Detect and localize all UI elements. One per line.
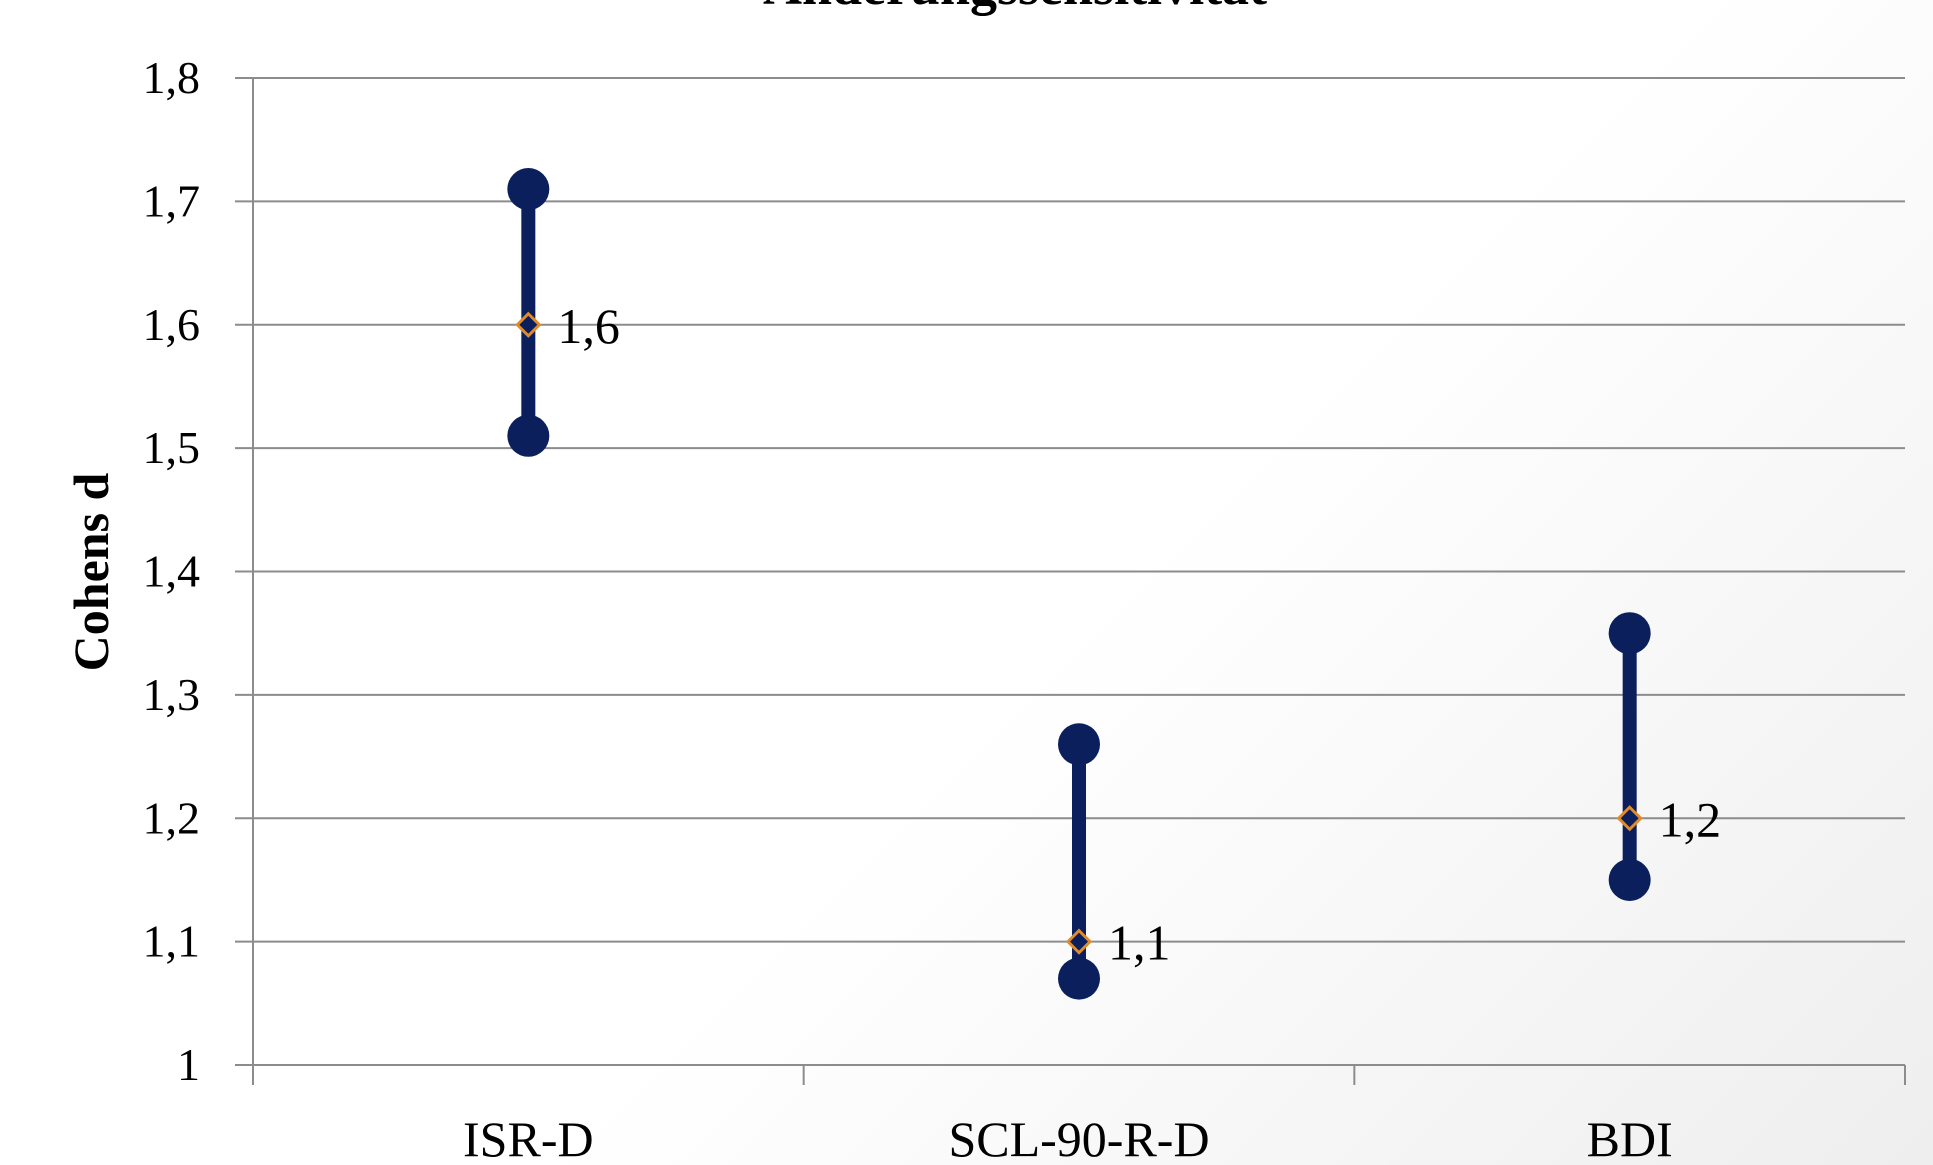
range-item: 1,6 [507, 168, 620, 457]
chart-title: Änderungssensitivität [763, 0, 1267, 16]
data-label: 1,6 [557, 298, 620, 354]
high-marker [507, 168, 550, 211]
y-tick-labels: 1 1,1 1,2 1,3 1,4 1,5 1,6 1,7 1,8 [143, 52, 201, 1090]
x-tick-label: BDI [1587, 1111, 1673, 1165]
y-tick-label: 1,5 [143, 422, 201, 473]
range-item: 1,1 [1058, 723, 1171, 1000]
x-tick-label: ISR-D [463, 1111, 594, 1165]
low-marker [1608, 858, 1651, 901]
y-tick-label: 1,7 [143, 175, 201, 226]
data-label: 1,2 [1659, 791, 1722, 847]
mid-marker [515, 311, 542, 338]
y-tick-label: 1 [177, 1039, 200, 1090]
mid-marker [1616, 805, 1643, 832]
mid-marker [1065, 928, 1093, 955]
low-marker [507, 414, 550, 457]
low-marker [1058, 957, 1100, 1000]
y-tick-label: 1,3 [143, 669, 201, 720]
range-series: 1,6 1,1 1,2 [507, 168, 1721, 1000]
y-tick-label: 1,1 [143, 916, 201, 967]
y-axis-label: Cohens d [63, 472, 119, 671]
high-marker [1058, 723, 1100, 766]
high-marker [1608, 612, 1651, 655]
y-tick-label: 1,4 [143, 546, 201, 597]
range-item: 1,2 [1608, 612, 1722, 901]
data-label: 1,1 [1108, 915, 1171, 971]
y-tick-label: 1,8 [143, 52, 201, 103]
y-tick-label: 1,6 [143, 299, 201, 350]
y-tick-label: 1,2 [143, 792, 201, 843]
x-tick-label: SCL-90-R-D [948, 1111, 1209, 1165]
axes [235, 77, 1906, 1085]
x-tick-labels: ISR-D SCL-90-R-D BDI [463, 1111, 1673, 1165]
